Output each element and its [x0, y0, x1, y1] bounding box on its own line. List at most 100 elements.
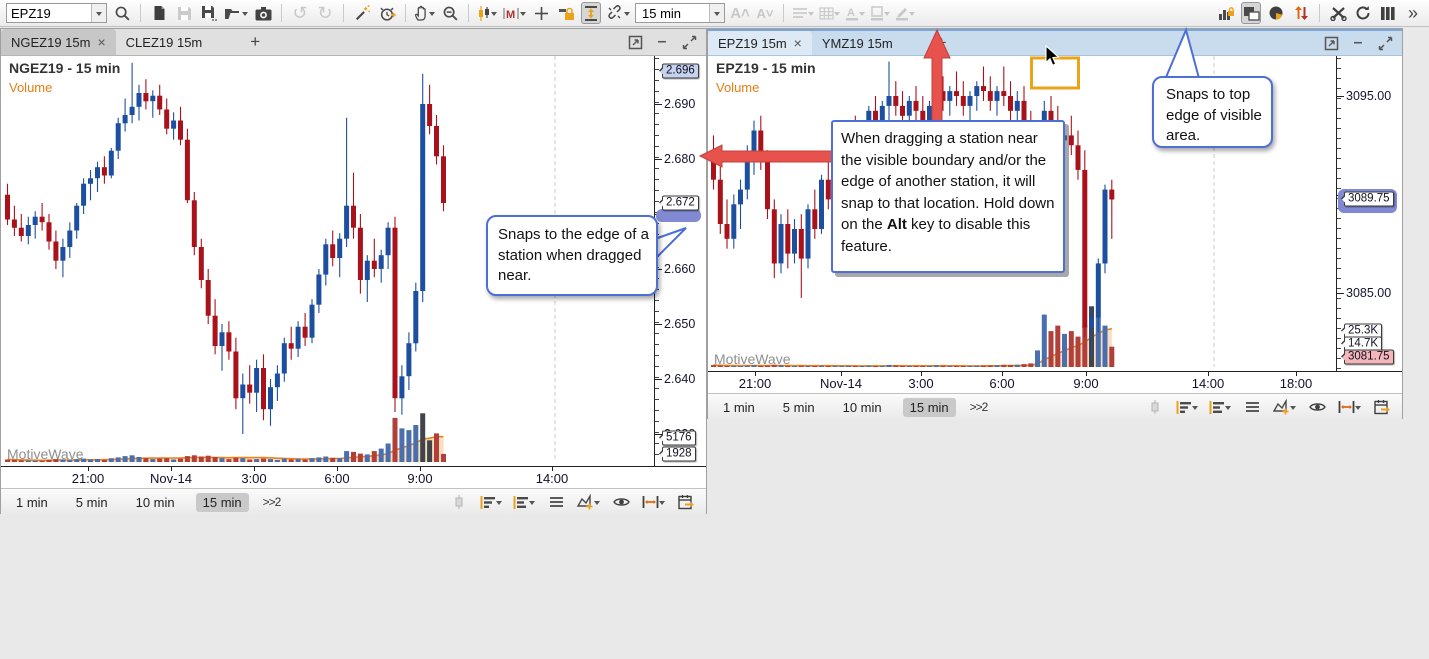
menu-button[interactable] [546, 491, 566, 513]
grid-style-button[interactable] [819, 2, 840, 24]
price-tag: 5176 [659, 430, 696, 446]
price-tag: 2.696 [659, 63, 699, 79]
axis-major-tick [655, 104, 662, 105]
font-increase-button[interactable]: A˄ [730, 2, 750, 24]
bar-size-button[interactable] [449, 491, 469, 513]
sort-descending-button[interactable] [1209, 396, 1231, 418]
chart-style-button[interactable]: M [502, 2, 526, 24]
period-button-1min[interactable]: 1 min [723, 399, 755, 415]
visibility-button[interactable] [611, 491, 631, 513]
bar-type-button[interactable] [477, 2, 497, 24]
tools-button[interactable] [1328, 2, 1348, 24]
time-label: 9:00 [407, 471, 433, 486]
transfer-button[interactable] [1291, 2, 1311, 24]
symbol-input[interactable] [7, 5, 91, 21]
time-axis[interactable]: 21:00 Nov-14 3:00 6:00 9:00 14:00 [1, 466, 706, 488]
price-axis[interactable]: 3095.003090.003085.003089.7525.3K14.7K30… [1336, 56, 1402, 371]
save-all-button[interactable] [199, 2, 219, 24]
period-button-10min[interactable]: 10 min [135, 494, 175, 510]
axis-major-tick [655, 159, 662, 160]
maximize-button[interactable] [1376, 34, 1394, 52]
period-button-1min[interactable]: 1 min [16, 494, 48, 510]
theme-button[interactable] [1266, 2, 1286, 24]
close-icon[interactable]: × [97, 34, 106, 50]
columns-icon [1381, 6, 1395, 20]
tab-ngez19[interactable]: NGEZ19 15m × [1, 29, 116, 55]
chevron-down-icon [859, 11, 865, 19]
chevron-down-icon [242, 11, 248, 19]
bar-spacing-button[interactable] [642, 491, 665, 513]
more-periods-button[interactable]: >>2 [262, 495, 282, 509]
tab-clez19[interactable]: CLEZ19 15m [116, 29, 213, 55]
sort-descending-button[interactable] [513, 491, 535, 513]
save-button[interactable] [174, 2, 194, 24]
period-button-15min[interactable]: 15 min [902, 397, 956, 417]
time-axis[interactable]: 21:00 Nov-14 3:00 6:00 9:00 14:00 18:00 [708, 371, 1402, 393]
candles [5, 62, 446, 434]
line-style-icon [793, 8, 807, 18]
font-decrease-button[interactable]: A˅ [755, 2, 775, 24]
fill-color-button[interactable] [870, 2, 890, 24]
period-button-10min[interactable]: 10 min [842, 399, 882, 415]
minimize-button[interactable]: – [1353, 34, 1363, 51]
svg-text:M: M [506, 9, 515, 21]
interval-combo[interactable]: 15 min [635, 3, 725, 23]
lock-scroll-button[interactable] [556, 2, 576, 24]
columns-button[interactable] [1378, 2, 1398, 24]
new-tab-button[interactable]: + [250, 32, 261, 51]
bar-size-button[interactable] [1145, 396, 1165, 418]
panel-layout-button[interactable] [1241, 2, 1261, 24]
calendar-button[interactable] [1372, 396, 1392, 418]
time-tick [254, 467, 255, 471]
minimize-button[interactable]: – [657, 33, 667, 50]
link-charts-button[interactable] [606, 2, 630, 24]
tab-epz19[interactable]: EPZ19 15m × [708, 31, 812, 55]
undo-button[interactable]: ↺ [290, 2, 310, 24]
add-study-button[interactable] [577, 491, 600, 513]
more-periods-button[interactable]: >>2 [969, 400, 989, 414]
price-tag: 3081.75 [1341, 349, 1394, 365]
quick-tools-button[interactable] [352, 2, 372, 24]
add-study-button[interactable] [1273, 396, 1296, 418]
tab-ymz19[interactable]: YMZ19 15m [812, 31, 903, 55]
divider [140, 4, 141, 22]
sort-ascending-button[interactable] [480, 491, 502, 513]
chart-canvas[interactable] [1, 56, 656, 466]
refresh-button[interactable] [1353, 2, 1373, 24]
divider [783, 4, 784, 22]
maximize-button[interactable] [680, 33, 698, 51]
pan-button[interactable] [414, 2, 435, 24]
period-button-5min[interactable]: 5 min [782, 399, 815, 415]
sort-ascending-button[interactable] [1176, 396, 1198, 418]
period-button-15min[interactable]: 15 min [195, 492, 249, 512]
open-button[interactable] [224, 2, 248, 24]
new-tab-button[interactable]: + [936, 33, 947, 52]
search-button[interactable] [112, 2, 132, 24]
popout-button[interactable] [1322, 34, 1340, 52]
zoom-out-button[interactable] [440, 2, 460, 24]
bar-spacing-button[interactable] [1338, 396, 1361, 418]
overflow-button[interactable]: » [1403, 2, 1423, 24]
line-style-button[interactable] [792, 2, 814, 24]
calendar-button[interactable] [676, 491, 696, 513]
price-axis[interactable]: 2.6902.6802.6702.6602.6502.6402.6302.696… [654, 56, 706, 466]
font-color-button[interactable]: A [845, 2, 865, 24]
snapshot-button[interactable] [253, 2, 273, 24]
popout-button[interactable] [626, 33, 644, 51]
menu-button[interactable] [1242, 396, 1262, 418]
redo-button[interactable]: ↻ [315, 2, 335, 24]
symbol-dropdown-button[interactable] [91, 4, 106, 22]
lock-studies-button[interactable] [1216, 2, 1236, 24]
grid-icon [819, 6, 834, 20]
interval-dropdown-button[interactable] [709, 4, 724, 22]
new-chart-button[interactable] [149, 2, 169, 24]
period-button-5min[interactable]: 5 min [75, 494, 108, 510]
calendar-icon [1374, 400, 1390, 415]
fit-vertical-button[interactable] [581, 2, 601, 24]
crosshair-button[interactable] [531, 2, 551, 24]
symbol-combo[interactable] [6, 3, 107, 23]
line-color-button[interactable] [895, 2, 915, 24]
alerts-button[interactable] [377, 2, 397, 24]
close-icon[interactable]: × [793, 35, 802, 51]
visibility-button[interactable] [1307, 396, 1327, 418]
